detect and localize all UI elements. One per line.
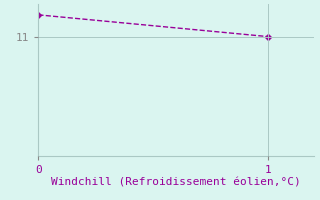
- X-axis label: Windchill (Refroidissement éolien,°C): Windchill (Refroidissement éolien,°C): [51, 178, 301, 188]
